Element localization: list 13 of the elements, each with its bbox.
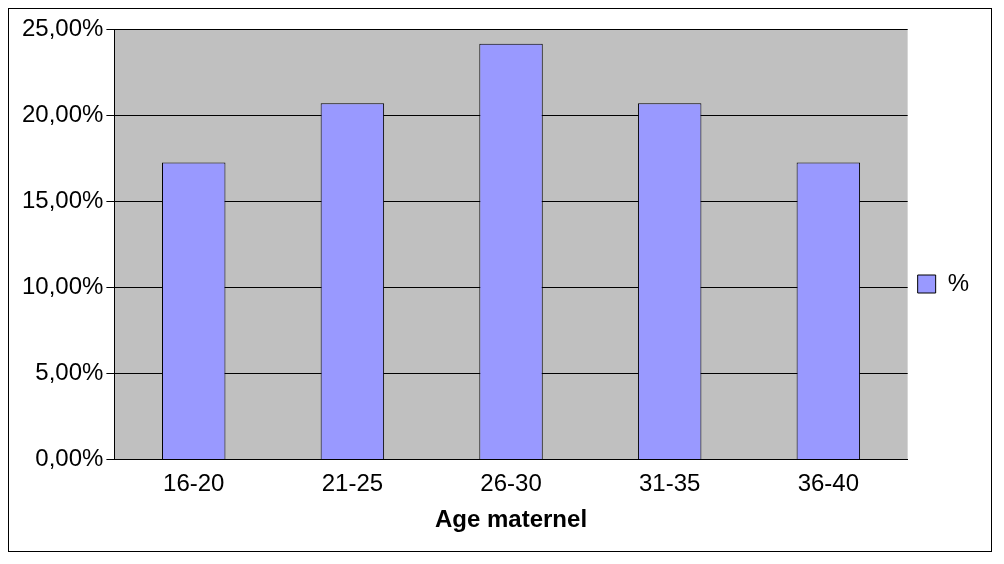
x-tick-label: 16-20 bbox=[163, 469, 225, 497]
y-tick-label: 5,00% bbox=[35, 357, 104, 385]
y-tick-label: 15,00% bbox=[21, 185, 104, 213]
y-tick-label: 10,00% bbox=[21, 271, 104, 299]
x-axis-title: Age maternel bbox=[435, 505, 588, 533]
x-tick-label: 36-40 bbox=[797, 469, 860, 497]
x-tick-label: 31-35 bbox=[638, 469, 701, 497]
y-tick-label: 0,00% bbox=[35, 444, 104, 472]
legend-label: % bbox=[947, 268, 969, 296]
y-tick-label: 25,00% bbox=[21, 13, 104, 41]
x-tick-label: 21-25 bbox=[321, 469, 384, 497]
x-tick-label: 26-30 bbox=[480, 469, 542, 497]
y-tick-label: 20,00% bbox=[21, 99, 104, 127]
